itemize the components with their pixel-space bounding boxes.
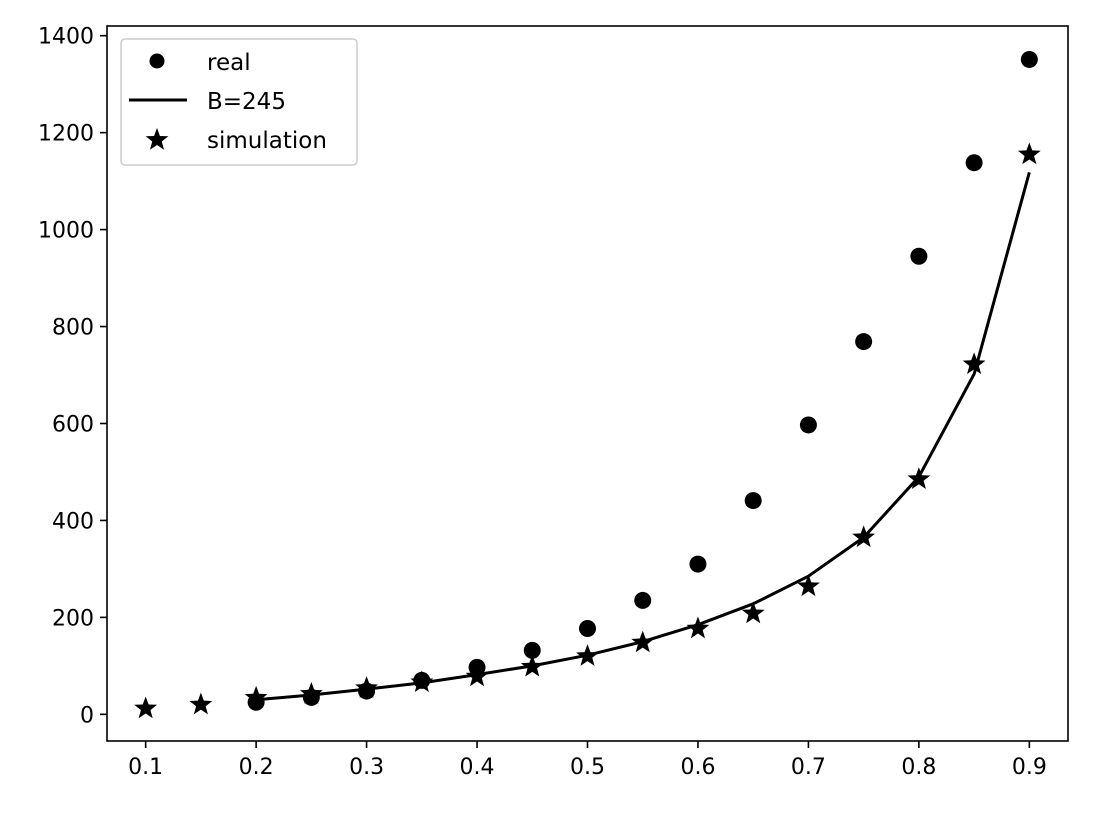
legend: real B=245 simulation bbox=[120, 38, 358, 166]
legend-entry-simulation: simulation bbox=[145, 128, 327, 154]
data-point-star bbox=[741, 601, 765, 624]
y-tick-label: 1200 bbox=[38, 122, 94, 147]
x-tick-label: 0.9 bbox=[1012, 755, 1047, 780]
x-tick-label: 0.8 bbox=[901, 755, 936, 780]
legend-label-simulation: simulation bbox=[207, 128, 327, 154]
data-point-circle bbox=[634, 591, 652, 609]
y-tick-label: 800 bbox=[52, 316, 94, 341]
legend-star-marker bbox=[145, 128, 169, 150]
data-point-star bbox=[686, 616, 710, 639]
data-point-star bbox=[962, 352, 986, 375]
plot-series bbox=[134, 50, 1041, 719]
data-point-star bbox=[907, 467, 931, 489]
data-point-star bbox=[797, 574, 820, 597]
x-tick-label: 0.3 bbox=[349, 755, 384, 780]
data-point-circle bbox=[855, 333, 873, 351]
data-point-circle bbox=[799, 416, 817, 434]
data-point-star bbox=[520, 654, 544, 677]
data-point-circle bbox=[579, 620, 596, 638]
data-point-star bbox=[134, 696, 158, 719]
data-point-circle bbox=[965, 154, 983, 172]
y-tick-label: 200 bbox=[52, 606, 94, 631]
data-point-star bbox=[355, 676, 378, 698]
y-tick-label: 1000 bbox=[38, 219, 94, 244]
data-point-circle bbox=[744, 492, 762, 510]
x-tick-label: 0.2 bbox=[239, 755, 274, 780]
data-point-star bbox=[299, 681, 323, 704]
legend-entry-real: real bbox=[149, 50, 251, 76]
y-axis: 0 200 400 600 800 1000 1200 1400 bbox=[38, 25, 107, 728]
data-point-star bbox=[189, 692, 213, 715]
y-tick-label: 400 bbox=[52, 509, 94, 534]
x-tick-label: 0.6 bbox=[680, 755, 715, 780]
legend-entry-b245: B=245 bbox=[129, 89, 286, 115]
y-tick-label: 0 bbox=[80, 703, 94, 728]
data-point-star bbox=[852, 525, 876, 548]
data-point-star bbox=[244, 685, 268, 708]
series-simulation bbox=[134, 142, 1041, 719]
legend-label-b245: B=245 bbox=[207, 89, 286, 115]
x-tick-label: 0.4 bbox=[460, 755, 495, 780]
data-point-circle bbox=[1020, 50, 1038, 68]
y-tick-label: 1400 bbox=[38, 25, 94, 50]
data-point-star bbox=[465, 664, 489, 687]
x-axis: 0.1 0.2 0.3 0.4 0.5 0.6 0.7 0.8 0.9 bbox=[128, 741, 1047, 780]
legend-label-real: real bbox=[207, 50, 251, 76]
data-point-star bbox=[410, 670, 434, 693]
x-tick-label: 0.7 bbox=[791, 755, 826, 780]
data-point-star bbox=[1017, 142, 1041, 165]
data-point-star bbox=[631, 630, 655, 653]
data-point-circle bbox=[910, 247, 928, 265]
data-point-star bbox=[576, 644, 599, 666]
plot-frame bbox=[106, 25, 1069, 742]
legend-circle-marker bbox=[149, 53, 165, 69]
x-tick-label: 0.5 bbox=[570, 755, 605, 780]
data-point-circle bbox=[689, 555, 707, 573]
legend-box bbox=[120, 38, 358, 166]
y-tick-label: 600 bbox=[52, 412, 94, 437]
data-point-circle bbox=[523, 641, 541, 659]
x-tick-label: 0.1 bbox=[128, 755, 163, 780]
